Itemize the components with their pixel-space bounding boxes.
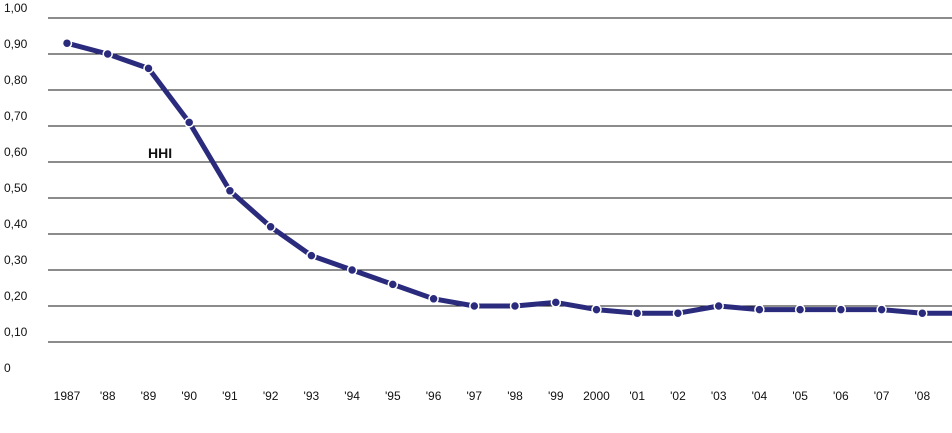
y-tick-label: 0,90 xyxy=(4,37,28,51)
data-point xyxy=(917,307,928,319)
data-point xyxy=(428,293,439,305)
x-tick-label: '05 xyxy=(792,389,808,403)
series-line-hhi xyxy=(64,40,952,316)
data-point xyxy=(469,300,480,312)
y-tick-label: 1,00 xyxy=(4,1,28,15)
y-tick-label: 0,30 xyxy=(4,253,28,267)
data-point xyxy=(550,297,562,308)
x-tick-label: '07 xyxy=(874,389,890,403)
x-tick-label: '98 xyxy=(507,389,523,403)
data-points xyxy=(61,37,928,319)
y-tick-label: 0,80 xyxy=(4,73,28,87)
data-point xyxy=(306,250,317,261)
y-tick-label: 0 xyxy=(4,361,11,375)
x-axis-tick-labels: 1987 '88 '89 '90 '91 '92 '93 '94 '95 '96 '97 '98 '99… xyxy=(54,389,931,403)
data-point xyxy=(387,279,399,290)
x-tick-label: '88 xyxy=(100,389,116,403)
data-point xyxy=(265,221,276,233)
data-point xyxy=(224,185,236,197)
x-tick-label: '01 xyxy=(629,389,645,403)
data-point xyxy=(794,304,806,315)
x-tick-label: '06 xyxy=(833,389,849,403)
y-axis-tick-labels: 0 0,10 0,20 0,30 0,40 0,50 0,60 0,70 0,80 0,90 1,0… xyxy=(4,1,28,375)
series-line-layer xyxy=(64,40,952,316)
x-tick-label: '97 xyxy=(466,389,482,403)
data-point xyxy=(102,48,113,60)
data-point xyxy=(591,304,602,315)
x-tick-label: 1987 xyxy=(54,389,81,403)
x-tick-label: '96 xyxy=(426,389,442,403)
x-tick-label: '90 xyxy=(181,389,197,403)
y-tick-label: 0,10 xyxy=(4,325,28,339)
data-point xyxy=(346,264,358,276)
x-tick-label: '99 xyxy=(548,389,564,403)
gridlines xyxy=(48,17,952,343)
x-tick-label: '04 xyxy=(752,389,768,403)
x-tick-label: '92 xyxy=(263,389,279,403)
data-point xyxy=(672,307,684,319)
data-point xyxy=(509,300,521,312)
x-tick-label: '03 xyxy=(711,389,727,403)
x-tick-label: 2000 xyxy=(583,389,610,403)
y-tick-label: 0,50 xyxy=(4,181,28,195)
x-tick-label: '89 xyxy=(141,389,157,403)
data-point xyxy=(183,117,195,128)
x-tick-label: '91 xyxy=(222,389,238,403)
x-tick-label: '08 xyxy=(915,389,931,403)
x-tick-label: '95 xyxy=(385,389,401,403)
data-point xyxy=(754,304,765,315)
data-point xyxy=(143,63,154,74)
data-point xyxy=(631,307,643,319)
x-tick-label: '93 xyxy=(304,389,320,403)
y-tick-label: 0,40 xyxy=(4,217,28,231)
data-point xyxy=(61,37,73,49)
x-tick-label: '94 xyxy=(344,389,360,403)
y-tick-label: 0,70 xyxy=(4,109,28,123)
data-point xyxy=(713,300,724,312)
data-point xyxy=(876,304,887,315)
y-tick-label: 0,60 xyxy=(4,145,28,159)
y-tick-label: 0,20 xyxy=(4,289,28,303)
x-tick-label: '02 xyxy=(670,389,686,403)
series-label-hhi: HHI xyxy=(148,145,172,161)
data-point xyxy=(835,304,847,315)
